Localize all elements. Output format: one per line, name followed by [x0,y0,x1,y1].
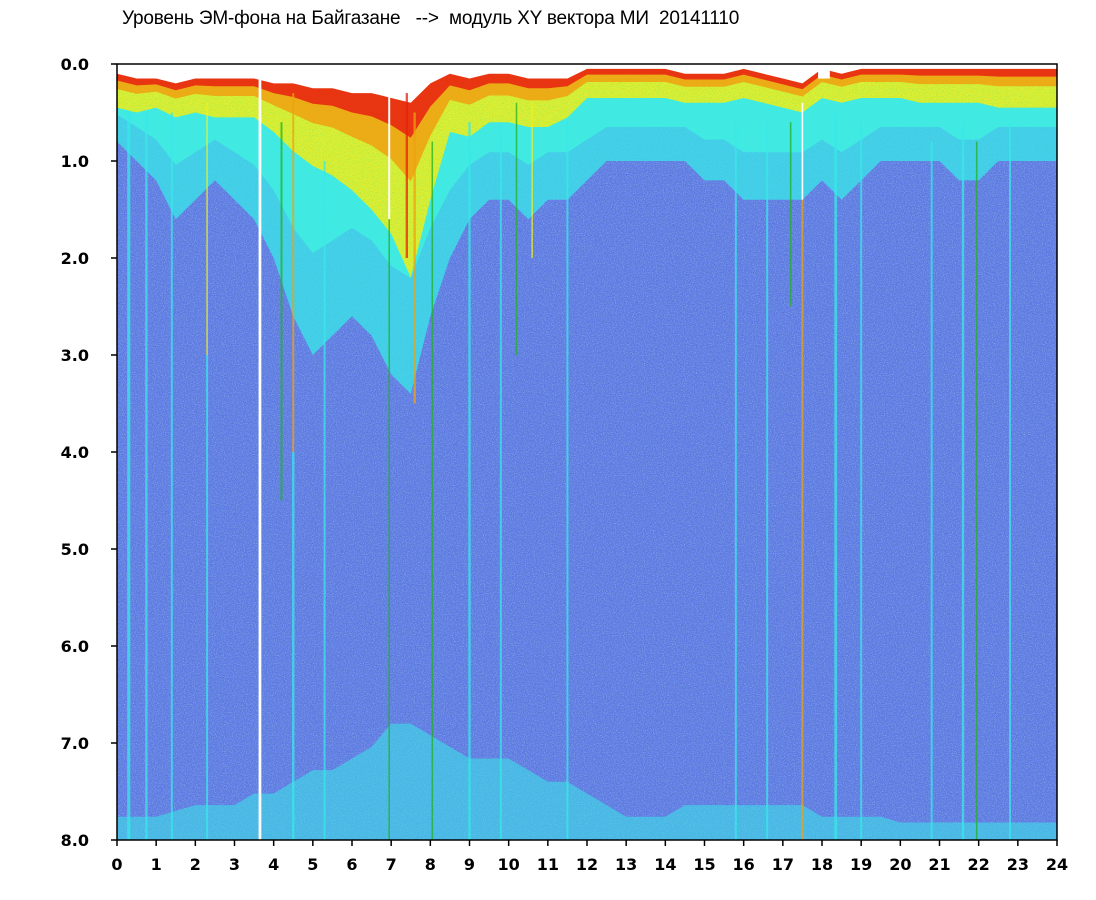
x-tick-label-12: 12 [576,855,598,874]
streak-23 [801,102,804,200]
streak-17 [515,102,518,355]
y-tick-label-7: 7.0 [61,734,89,753]
streak-12 [405,93,409,258]
streak-20 [734,122,737,840]
x-tick-label-4: 4 [268,855,279,874]
streak-0 [127,112,131,840]
x-tick-label-10: 10 [498,855,520,874]
chart-title: Уровень ЭМ-фона на Байгазане --> модуль … [122,8,740,29]
streak-32 [1009,122,1011,840]
x-tick-label-1: 1 [151,855,162,874]
x-tick-label-0: 0 [111,855,122,874]
y-tick-label-1: 1.0 [61,152,89,171]
streak-8 [292,452,295,840]
streak-15 [468,122,471,840]
x-tick-label-7: 7 [386,855,397,874]
y-tick-label-2: 2.0 [61,249,89,268]
x-tick-label-13: 13 [615,855,637,874]
streak-28 [860,122,863,840]
x-tick-label-6: 6 [346,855,357,874]
streak-26 [818,64,830,79]
streak-6 [280,122,283,501]
empty-top [117,64,1057,103]
plot-area [117,64,1057,840]
streak-24 [801,199,804,840]
streak-27 [834,112,838,840]
y-tick-label-8: 8.0 [61,831,89,850]
streak-4 [206,355,209,840]
x-tick-label-8: 8 [425,855,436,874]
x-tick-label-11: 11 [537,855,559,874]
streak-3 [206,102,208,355]
streak-22 [789,122,792,307]
streak-11 [388,219,390,840]
y-tick-label-4: 4.0 [61,443,89,462]
axes: 0.01.02.03.04.05.06.07.08.00 1 2 3 4 5 6 7 8 9 10 1… [61,55,1068,874]
streak-16 [499,122,502,840]
x-tick-label-20: 20 [889,855,911,874]
x-tick-label-9: 9 [464,855,475,874]
x-tick-label-24: 24 [1046,855,1068,874]
x-tick-label-2: 2 [190,855,201,874]
x-tick-label-22: 22 [968,855,990,874]
x-tick-label-18: 18 [811,855,833,874]
streak-10 [388,83,391,220]
streak-2 [170,112,173,840]
streak-7 [292,93,295,452]
streak-29 [930,141,933,840]
y-tick-label-3: 3.0 [61,346,89,365]
x-tick-label-21: 21 [928,855,950,874]
y-tick-label-0: 0.0 [61,55,89,74]
y-tick-label-5: 5.0 [61,540,89,559]
x-tick-label-14: 14 [654,855,676,874]
x-tick-label-5: 5 [307,855,318,874]
streak-31 [975,141,978,840]
streak-18 [531,102,533,258]
bottom-cyan-band [117,723,1057,840]
x-tick-label-3: 3 [229,855,240,874]
streak-1 [145,112,148,840]
streak-13 [413,112,416,404]
y-tick-label-6: 6.0 [61,637,89,656]
streak-9 [323,161,326,840]
x-tick-label-17: 17 [772,855,794,874]
x-tick-label-23: 23 [1007,855,1029,874]
streak-5 [258,73,262,840]
streak-19 [566,122,569,840]
x-tick-label-19: 19 [850,855,872,874]
x-tick-label-15: 15 [693,855,715,874]
streak-14 [431,141,434,840]
streak-21 [766,122,769,840]
x-tick-label-16: 16 [733,855,755,874]
streak-30 [961,122,965,840]
